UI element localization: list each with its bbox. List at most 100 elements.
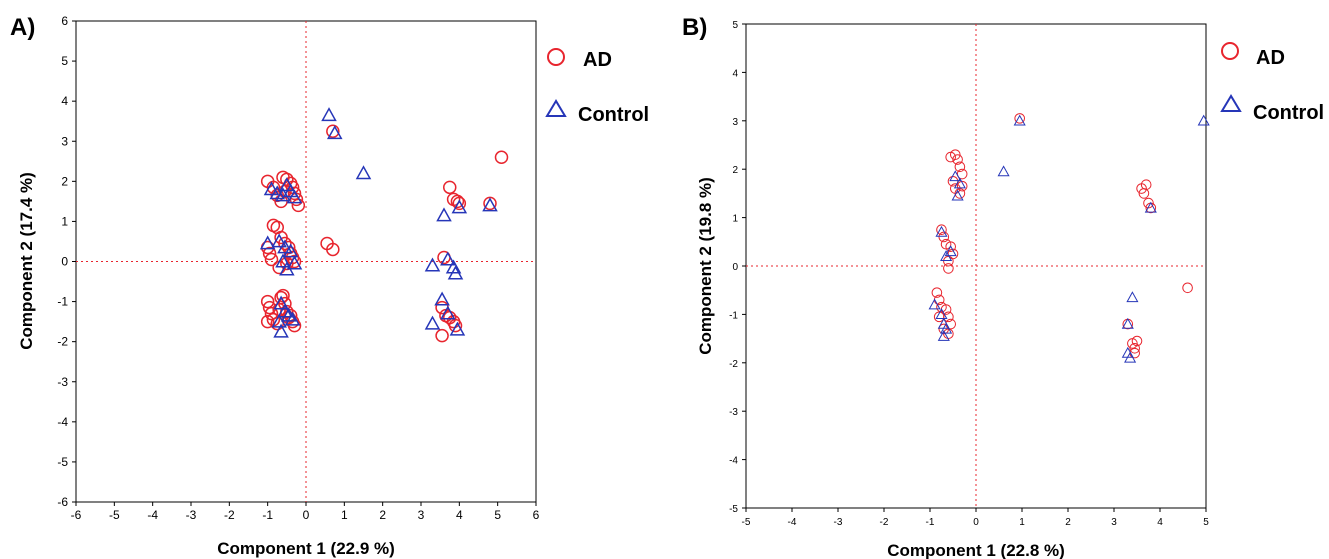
panel-a-points <box>259 107 509 343</box>
panel-b-legend: AD Control <box>1220 42 1324 124</box>
y-tick-label: -3 <box>57 375 68 389</box>
y-tick-label: 3 <box>732 117 738 128</box>
data-point-ad <box>950 149 961 160</box>
panel-a-legend-ad-marker <box>547 48 565 66</box>
data-point-control <box>273 295 289 310</box>
data-point-ad <box>287 186 302 201</box>
y-tick-label: 3 <box>61 134 68 148</box>
data-point-control <box>436 207 452 222</box>
data-point-control <box>424 257 441 272</box>
data-point-control <box>273 323 289 338</box>
data-point-control <box>440 251 456 266</box>
panel-b-legend-ad-label: AD <box>1256 47 1285 69</box>
data-point-ad <box>1129 342 1140 354</box>
x-tick-label: 1 <box>1019 517 1025 528</box>
y-tick-label: 0 <box>61 255 68 269</box>
data-point-control <box>286 255 303 270</box>
data-point-ad <box>954 161 966 173</box>
data-point-control <box>449 321 466 336</box>
y-tick-label: -2 <box>57 335 68 349</box>
y-tick-label: -2 <box>729 359 738 370</box>
panel-a: A) -6 -5 -4 -3 -2 -1 0 1 2 3 4 5 6 6 5 4 3 2 1 0 -1 -2 -3 -4 -5… <box>10 14 649 558</box>
panel-b-y-ticks: 5 4 3 2 1 0 -1 -2 -3 -4 -5 <box>729 20 746 515</box>
panel-a-legend-control-marker <box>545 99 567 117</box>
panel-b-zero-guides <box>746 24 1206 508</box>
x-tick-label: 2 <box>1065 517 1071 528</box>
y-tick-label: 5 <box>732 20 738 31</box>
panel-a-zero-guides <box>76 21 536 502</box>
x-tick-label: 3 <box>418 508 425 522</box>
data-point-control <box>263 181 280 196</box>
x-tick-label: -5 <box>109 508 120 522</box>
x-tick-label: 2 <box>379 508 386 522</box>
data-point-ad <box>448 318 463 333</box>
y-tick-label: 1 <box>61 214 68 228</box>
data-point-control <box>282 243 299 258</box>
y-tick-label: -5 <box>57 455 68 469</box>
panel-a-legend-control-label: Control <box>578 104 649 126</box>
x-tick-label: -3 <box>834 517 843 528</box>
data-point-control <box>279 261 295 276</box>
x-tick-label: -2 <box>224 508 235 522</box>
data-point-ad <box>260 314 275 329</box>
x-tick-label: 4 <box>1157 517 1163 528</box>
data-point-control <box>321 107 337 122</box>
y-tick-label: -4 <box>729 456 738 467</box>
x-tick-label: -1 <box>926 517 935 528</box>
y-tick-label: -5 <box>729 504 738 515</box>
panel-a-x-axis-title: Component 1 (22.9 %) <box>217 539 395 558</box>
data-point-control <box>326 125 343 140</box>
x-tick-label: 0 <box>973 517 979 528</box>
y-tick-label: 4 <box>732 68 738 79</box>
x-tick-label: -5 <box>742 517 751 528</box>
data-point-control <box>1124 351 1137 363</box>
data-point-control <box>447 265 464 280</box>
y-tick-label: 2 <box>732 165 738 176</box>
panel-a-legend: AD Control <box>545 48 649 126</box>
data-point-control <box>284 311 301 326</box>
data-point-ad <box>956 180 968 192</box>
data-point-ad <box>954 188 966 199</box>
data-point-control <box>451 199 468 214</box>
x-tick-label: 1 <box>341 508 348 522</box>
panel-a-y-axis-title: Component 2 (17.4 %) <box>17 172 36 350</box>
x-tick-label: 4 <box>456 508 463 522</box>
data-point-ad <box>943 255 954 267</box>
data-point-ad <box>326 124 340 138</box>
y-tick-label: -1 <box>729 310 738 321</box>
data-point-control <box>275 253 291 268</box>
data-point-control <box>953 177 966 189</box>
panel-a-label: A) <box>10 14 35 41</box>
data-point-ad <box>260 294 275 309</box>
x-tick-label: -1 <box>262 508 273 522</box>
y-tick-label: 1 <box>732 214 738 225</box>
data-point-control <box>259 235 276 250</box>
panel-b-x-axis-title: Component 1 (22.8 %) <box>887 541 1065 559</box>
data-point-control <box>286 189 303 204</box>
x-tick-label: -2 <box>880 517 889 528</box>
data-point-control <box>1013 114 1026 126</box>
data-point-ad <box>452 196 467 211</box>
panel-a-x-ticks: -6 -5 -4 -3 -2 -1 0 1 2 3 4 5 6 <box>71 502 540 522</box>
panel-b-y-axis-title: Component 2 (19.8 %) <box>696 177 715 355</box>
y-tick-label: -4 <box>57 415 68 429</box>
data-point-ad <box>450 194 465 209</box>
data-point-ad <box>936 224 947 235</box>
data-point-ad <box>264 252 279 267</box>
data-point-ad <box>274 194 288 209</box>
x-tick-label: -6 <box>71 508 82 522</box>
data-point-ad <box>443 180 457 195</box>
data-point-control <box>949 170 962 182</box>
data-point-ad <box>945 241 957 252</box>
x-tick-label: 3 <box>1111 517 1117 528</box>
data-point-ad <box>1140 179 1152 190</box>
data-point-ad <box>952 154 963 165</box>
y-tick-label: 6 <box>61 14 68 28</box>
y-tick-label: -3 <box>729 407 738 418</box>
data-point-control <box>928 298 941 310</box>
data-point-control <box>424 315 441 330</box>
y-tick-label: 4 <box>61 94 68 108</box>
data-point-ad <box>291 198 306 213</box>
x-tick-label: 5 <box>1203 517 1209 528</box>
